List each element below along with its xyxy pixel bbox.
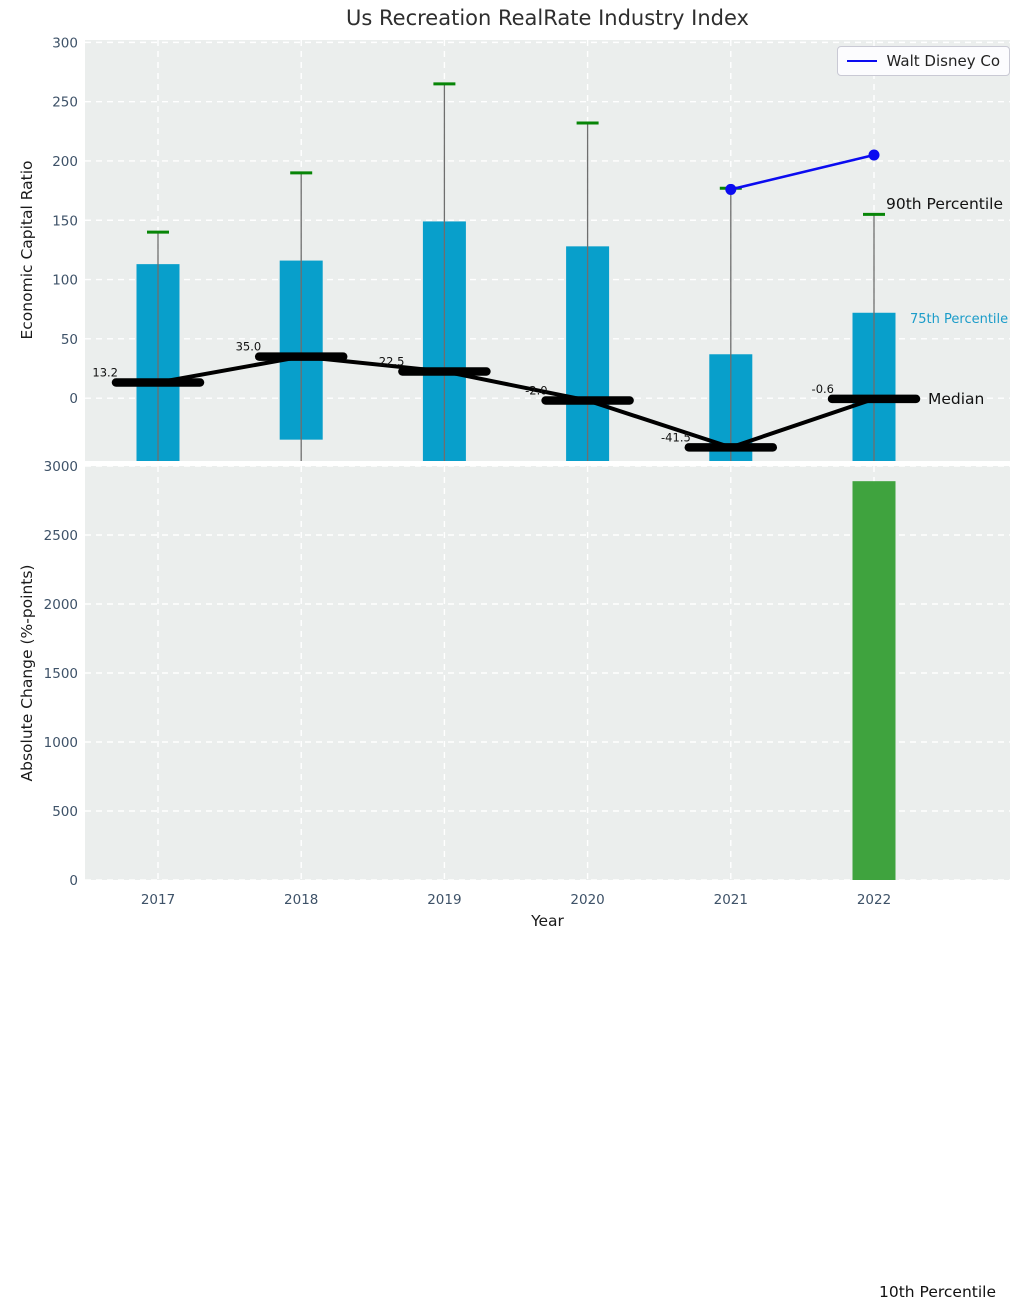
- ytick-bottom-1500: 1500: [44, 666, 78, 682]
- whiskers: [147, 82, 885, 461]
- median-connector: [157, 354, 875, 450]
- chart-title: Us Recreation RealRate Industry Index: [346, 6, 749, 30]
- annotation-median: Median: [928, 390, 985, 408]
- xtick-2018: 2018: [284, 892, 318, 908]
- disney-line: [730, 153, 875, 191]
- xtick-2020: 2020: [570, 892, 604, 908]
- ytick-bottom-2500: 2500: [44, 528, 78, 544]
- ytick-top-0: 0: [69, 391, 78, 407]
- xtick-2017: 2017: [141, 892, 175, 908]
- annotation-75th-percentile: 75th Percentile: [910, 312, 1009, 327]
- ytick-top-50: 50: [61, 332, 78, 348]
- median-value-label-2020: -2.0: [525, 384, 547, 398]
- median-value-label-2021: -41.5: [661, 430, 691, 444]
- ytick-top-250: 250: [52, 95, 78, 111]
- disney-point-2022: [868, 149, 880, 161]
- annotation-10th-percentile: 10th Percentile: [879, 1283, 997, 1301]
- median-value-label-2018: 35.0: [236, 340, 262, 354]
- y-axis-label-bottom: Absolute Change (%-points): [18, 564, 36, 782]
- ytick-bottom-500: 500: [52, 804, 78, 820]
- median-value-label-2019: 22.5: [379, 354, 405, 368]
- legend-line-icon: [847, 60, 877, 62]
- ytick-bottom-0: 0: [69, 873, 78, 889]
- change-bars: [852, 481, 896, 880]
- xtick-2021: 2021: [714, 892, 748, 908]
- legend-label: Walt Disney Co: [886, 52, 1000, 70]
- x-axis-label: Year: [531, 912, 564, 930]
- disney-point-2021: [725, 183, 737, 195]
- tick-labels: 0501001502002503000500100015002000250030…: [44, 35, 892, 908]
- ytick-top-150: 150: [52, 213, 78, 229]
- xtick-2019: 2019: [427, 892, 461, 908]
- ytick-top-100: 100: [52, 273, 78, 289]
- median-value-label-2017: 13.2: [92, 365, 118, 379]
- ytick-bottom-3000: 3000: [44, 459, 78, 475]
- ytick-bottom-1000: 1000: [44, 735, 78, 751]
- ytick-top-300: 300: [52, 35, 78, 51]
- annotation-90th-percentile: 90th Percentile: [886, 195, 1004, 213]
- median-value-label-2022: -0.6: [812, 382, 834, 396]
- y-axis-label-top: Economic Capital Ratio: [18, 160, 36, 340]
- change-bar-2022: [852, 481, 896, 880]
- ytick-top-200: 200: [52, 154, 78, 170]
- legend: Walt Disney Co: [837, 46, 1010, 76]
- ytick-bottom-2000: 2000: [44, 597, 78, 613]
- xtick-2022: 2022: [857, 892, 891, 908]
